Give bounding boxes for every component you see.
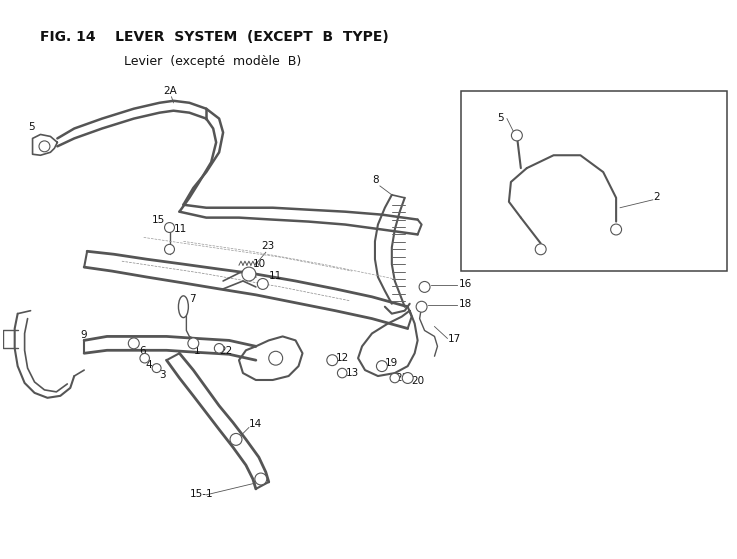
Text: Levier  (excepté  modèle  B): Levier (excepté modèle B): [124, 55, 301, 68]
Text: 21: 21: [395, 373, 408, 383]
Text: 13: 13: [346, 368, 360, 378]
FancyBboxPatch shape: [461, 91, 727, 271]
Text: 7: 7: [189, 294, 196, 304]
Text: 16: 16: [459, 279, 472, 289]
Text: 15: 15: [152, 215, 165, 225]
Text: 9: 9: [80, 330, 87, 340]
Text: 19: 19: [385, 358, 398, 368]
Circle shape: [214, 344, 224, 353]
Text: 1: 1: [193, 346, 200, 356]
Text: 8: 8: [372, 175, 379, 185]
Circle shape: [128, 338, 139, 349]
Text: 12: 12: [336, 353, 349, 363]
Text: 5: 5: [29, 122, 35, 132]
Circle shape: [390, 373, 399, 383]
Text: FIG. 14    LEVER  SYSTEM  (EXCEPT  B  TYPE): FIG. 14 LEVER SYSTEM (EXCEPT B TYPE): [41, 30, 389, 44]
Circle shape: [326, 355, 338, 366]
Circle shape: [257, 278, 268, 290]
Text: 23: 23: [261, 241, 274, 252]
Text: 3: 3: [160, 370, 167, 380]
Text: 11: 11: [173, 225, 186, 234]
Text: 17: 17: [447, 334, 461, 344]
Circle shape: [152, 364, 161, 372]
Circle shape: [535, 244, 546, 255]
Text: 15-1: 15-1: [189, 489, 213, 499]
Circle shape: [255, 473, 267, 485]
Circle shape: [269, 351, 283, 365]
Circle shape: [164, 222, 175, 233]
Circle shape: [164, 244, 175, 254]
Text: 4: 4: [146, 360, 153, 370]
Text: 14: 14: [249, 419, 262, 429]
Text: 6: 6: [140, 346, 147, 356]
Circle shape: [140, 353, 150, 363]
Text: 22: 22: [219, 346, 232, 356]
Circle shape: [188, 338, 199, 349]
Text: 5: 5: [497, 112, 503, 122]
Circle shape: [338, 368, 347, 378]
Ellipse shape: [178, 296, 189, 318]
Text: 2A: 2A: [164, 86, 178, 96]
Circle shape: [419, 282, 430, 292]
Text: 2: 2: [653, 192, 660, 202]
Circle shape: [377, 361, 388, 372]
Text: 20: 20: [412, 376, 425, 386]
Circle shape: [611, 224, 621, 235]
Circle shape: [230, 433, 242, 446]
Text: 10: 10: [253, 259, 266, 269]
Circle shape: [242, 267, 256, 281]
Circle shape: [39, 141, 50, 152]
Text: 18: 18: [459, 299, 472, 309]
Text: 11: 11: [269, 271, 282, 281]
Circle shape: [402, 372, 413, 383]
Circle shape: [416, 301, 427, 312]
Circle shape: [511, 130, 523, 141]
